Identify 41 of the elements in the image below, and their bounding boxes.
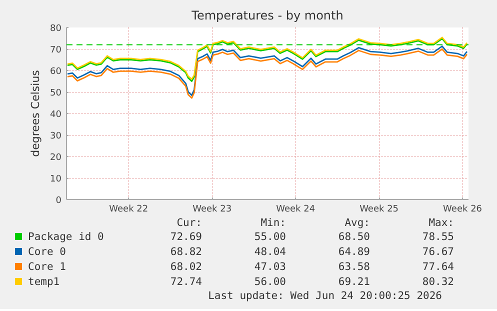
x-tick-label: Week 23 bbox=[192, 204, 232, 214]
chart-title: Temperatures - by month bbox=[190, 8, 344, 22]
y-tick-label: 10 bbox=[50, 174, 62, 184]
y-tick-label: 60 bbox=[50, 67, 62, 77]
y-tick-label: 70 bbox=[50, 46, 62, 56]
text: 63.58 bbox=[337, 260, 370, 275]
text: 77.64 bbox=[421, 260, 454, 275]
legend-label: Package id 0 bbox=[27, 230, 105, 245]
y-tick-label: 80 bbox=[50, 24, 62, 34]
text: 78.55 bbox=[421, 230, 454, 245]
text: 48.04 bbox=[253, 245, 286, 260]
y-tick-label: 20 bbox=[50, 153, 62, 163]
y-tick-label: 0 bbox=[56, 196, 62, 206]
text: 68.82 bbox=[169, 245, 202, 260]
text: 80.32 bbox=[421, 275, 454, 290]
text: Last update: Wed Jun 24 20:00:25 2026 bbox=[207, 290, 443, 303]
text: 76.67 bbox=[421, 245, 454, 260]
text: 55.00 bbox=[253, 230, 286, 245]
x-tick-label: Week 26 bbox=[443, 204, 482, 214]
text: 56.00 bbox=[253, 275, 286, 290]
x-tick-label: Week 22 bbox=[109, 204, 148, 214]
text: 47.03 bbox=[253, 260, 286, 275]
y-tick-label: 30 bbox=[50, 132, 62, 142]
y-tick-label: 50 bbox=[50, 88, 62, 98]
legend-label: Core 1 bbox=[27, 260, 67, 275]
text: 68.50 bbox=[337, 230, 370, 245]
y-tick-label: 40 bbox=[50, 110, 62, 120]
text: 72.69 bbox=[169, 230, 202, 245]
x-tick-label: Week 25 bbox=[360, 204, 399, 214]
text: Max: bbox=[428, 217, 454, 230]
legend-label: temp1 bbox=[27, 275, 61, 290]
text: 72.74 bbox=[169, 275, 202, 290]
text: 64.89 bbox=[337, 245, 370, 260]
legend-label: Core 0 bbox=[27, 245, 67, 260]
text: 68.02 bbox=[169, 260, 202, 275]
text: Cur: bbox=[176, 217, 202, 230]
text: Avg: bbox=[344, 217, 370, 230]
x-tick-label: Week 24 bbox=[276, 204, 316, 214]
text: Min: bbox=[260, 217, 286, 230]
y-axis-title: degrees Celsius bbox=[29, 70, 42, 157]
text: 69.21 bbox=[337, 275, 370, 290]
